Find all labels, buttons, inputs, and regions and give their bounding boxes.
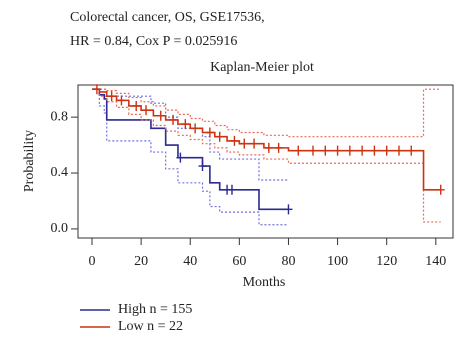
survival-curve [91,88,441,191]
censor-mark [436,184,445,195]
y-axis-label: Probability [22,130,37,192]
censor-mark [370,145,379,156]
censor-mark [181,119,190,130]
y-tick-label: 0.0 [51,221,69,236]
censor-mark [191,123,200,134]
x-tick-label: 140 [425,254,446,269]
chart-title: Colorectal cancer, OS, GSE17536, [70,10,265,25]
legend-label: Low n = 22 [118,319,183,334]
confidence-band [91,88,441,138]
y-tick-label: 0.8 [51,109,69,124]
censor-mark [198,161,207,172]
confidence-band [91,88,289,181]
x-tick-label: 60 [232,254,246,269]
x-tick-label: 20 [134,254,148,269]
censor-mark [284,204,293,215]
censor-mark [132,100,141,111]
plot-frame [77,84,454,239]
censor-mark [333,145,342,156]
plot-title: Kaplan-Meier plot [210,60,314,75]
x-tick-label: 0 [88,254,95,269]
censor-mark [240,138,249,149]
censor-mark [294,145,303,156]
censor-mark [321,145,330,156]
censor-mark [156,110,165,121]
censor-mark [176,152,185,163]
confidence-band [91,88,289,226]
censor-mark [205,127,214,138]
censor-mark [227,184,236,195]
censor-mark [92,84,101,95]
confidence-band [91,88,441,223]
censor-mark [117,95,126,106]
censor-mark [358,145,367,156]
x-tick-label: 40 [183,254,197,269]
censor-mark [345,145,354,156]
censor-mark [230,135,239,146]
survival-curve [91,88,289,211]
censor-mark [274,142,283,153]
censor-mark [407,145,416,156]
censor-mark [264,142,273,153]
chart-subtitle: HR = 0.84, Cox P = 0.025916 [70,34,237,49]
censor-mark [394,145,403,156]
censor-mark [169,114,178,125]
censor-mark [142,105,151,116]
x-tick-label: 120 [376,254,397,269]
censor-mark [309,145,318,156]
censor-mark [215,131,224,142]
y-tick-label: 0.4 [51,165,69,180]
x-tick-label: 80 [281,254,295,269]
censor-mark [250,138,259,149]
x-tick-label: 100 [327,254,348,269]
censor-mark [382,145,391,156]
legend-label: High n = 155 [118,302,192,317]
x-axis-label: Months [243,275,286,290]
censor-mark [107,91,116,102]
